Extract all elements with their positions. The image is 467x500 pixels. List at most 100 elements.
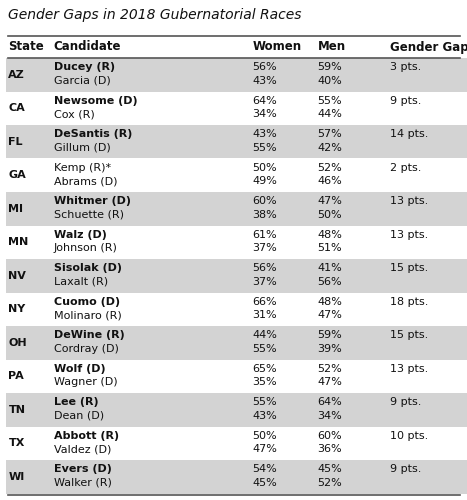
Text: 14 pts.: 14 pts. (390, 130, 428, 140)
Text: 49%: 49% (252, 176, 277, 186)
Text: NV: NV (8, 271, 26, 281)
Text: DeSantis (R): DeSantis (R) (54, 130, 132, 140)
Text: 34%: 34% (252, 110, 277, 120)
Text: 3 pts.: 3 pts. (390, 62, 421, 72)
Text: Whitmer (D): Whitmer (D) (54, 196, 131, 206)
Text: 43%: 43% (252, 130, 277, 140)
Text: CA: CA (8, 104, 25, 114)
Text: Cordray (D): Cordray (D) (54, 344, 119, 354)
Text: 50%: 50% (252, 163, 277, 173)
Text: Garcia (D): Garcia (D) (54, 76, 111, 86)
Text: 66%: 66% (252, 297, 277, 307)
Text: 47%: 47% (252, 444, 277, 454)
Text: 41%: 41% (318, 264, 342, 274)
Text: MI: MI (8, 204, 23, 214)
Text: 9 pts.: 9 pts. (390, 464, 421, 474)
Text: 37%: 37% (252, 277, 277, 287)
Text: 2 pts.: 2 pts. (390, 163, 421, 173)
Text: 60%: 60% (318, 431, 342, 441)
Text: Ducey (R): Ducey (R) (54, 62, 115, 72)
Text: Gillum (D): Gillum (D) (54, 143, 111, 153)
Text: Walker (R): Walker (R) (54, 478, 112, 488)
Text: 43%: 43% (252, 411, 277, 421)
Text: 56%: 56% (318, 277, 342, 287)
Text: 65%: 65% (252, 364, 277, 374)
Text: 31%: 31% (252, 310, 277, 320)
Text: 48%: 48% (318, 230, 342, 240)
Text: TX: TX (8, 438, 25, 448)
Text: Lee (R): Lee (R) (54, 398, 99, 407)
Text: FL: FL (8, 136, 23, 147)
Text: 48%: 48% (318, 297, 342, 307)
Text: 56%: 56% (252, 264, 277, 274)
Text: 52%: 52% (318, 163, 342, 173)
Text: 47%: 47% (318, 310, 342, 320)
Text: AZ: AZ (8, 70, 25, 80)
Text: 46%: 46% (318, 176, 342, 186)
Text: 37%: 37% (252, 244, 277, 254)
Text: Gender Gaps in 2018 Gubernatorial Races: Gender Gaps in 2018 Gubernatorial Races (8, 8, 302, 22)
Text: 45%: 45% (252, 478, 277, 488)
Text: Molinaro (R): Molinaro (R) (54, 310, 121, 320)
Text: 60%: 60% (252, 196, 277, 206)
Text: DeWine (R): DeWine (R) (54, 330, 124, 340)
Text: 18 pts.: 18 pts. (390, 297, 428, 307)
Text: 59%: 59% (318, 330, 342, 340)
Text: OH: OH (8, 338, 27, 348)
Text: 36%: 36% (318, 444, 342, 454)
Text: 35%: 35% (252, 378, 277, 388)
Text: 38%: 38% (252, 210, 277, 220)
Text: Evers (D): Evers (D) (54, 464, 112, 474)
Text: Women: Women (252, 40, 301, 54)
Bar (6, 460, 467, 494)
Bar (6, 192, 467, 226)
Bar (6, 158, 467, 192)
Text: 64%: 64% (252, 96, 277, 106)
Text: 51%: 51% (318, 244, 342, 254)
Text: Candidate: Candidate (54, 40, 121, 54)
Bar (6, 125, 467, 158)
Text: MN: MN (8, 237, 28, 247)
Text: 40%: 40% (318, 76, 342, 86)
Text: 13 pts.: 13 pts. (390, 230, 428, 240)
Text: 10 pts.: 10 pts. (390, 431, 428, 441)
Bar (6, 360, 467, 393)
Text: 52%: 52% (318, 478, 342, 488)
Text: 56%: 56% (252, 62, 277, 72)
Text: Dean (D): Dean (D) (54, 411, 104, 421)
Text: TN: TN (8, 405, 25, 415)
Text: Newsome (D): Newsome (D) (54, 96, 137, 106)
Text: 42%: 42% (318, 143, 342, 153)
Text: 15 pts.: 15 pts. (390, 264, 428, 274)
Text: Wolf (D): Wolf (D) (54, 364, 106, 374)
Text: Walz (D): Walz (D) (54, 230, 106, 240)
Text: 15 pts.: 15 pts. (390, 330, 428, 340)
Text: 55%: 55% (252, 143, 277, 153)
Text: Cox (R): Cox (R) (54, 110, 94, 120)
Text: 39%: 39% (318, 344, 342, 354)
Text: 43%: 43% (252, 76, 277, 86)
Text: Sisolak (D): Sisolak (D) (54, 264, 122, 274)
Text: 50%: 50% (318, 210, 342, 220)
Text: 50%: 50% (252, 431, 277, 441)
Bar (6, 58, 467, 92)
Text: 13 pts.: 13 pts. (390, 196, 428, 206)
Text: NY: NY (8, 304, 26, 314)
Text: 55%: 55% (252, 344, 277, 354)
Text: 57%: 57% (318, 130, 342, 140)
Text: Valdez (D): Valdez (D) (54, 444, 111, 454)
Text: Kemp (R)*: Kemp (R)* (54, 163, 111, 173)
Text: 55%: 55% (318, 96, 342, 106)
Text: Cuomo (D): Cuomo (D) (54, 297, 120, 307)
Text: 9 pts.: 9 pts. (390, 96, 421, 106)
Text: GA: GA (8, 170, 26, 180)
Text: 59%: 59% (318, 62, 342, 72)
Text: 64%: 64% (318, 398, 342, 407)
Text: Johnson (R): Johnson (R) (54, 244, 118, 254)
Text: 52%: 52% (318, 364, 342, 374)
Text: 47%: 47% (318, 196, 342, 206)
Text: 44%: 44% (252, 330, 277, 340)
Text: Gender Gap: Gender Gap (390, 40, 467, 54)
Text: Schuette (R): Schuette (R) (54, 210, 124, 220)
Text: 55%: 55% (252, 398, 277, 407)
